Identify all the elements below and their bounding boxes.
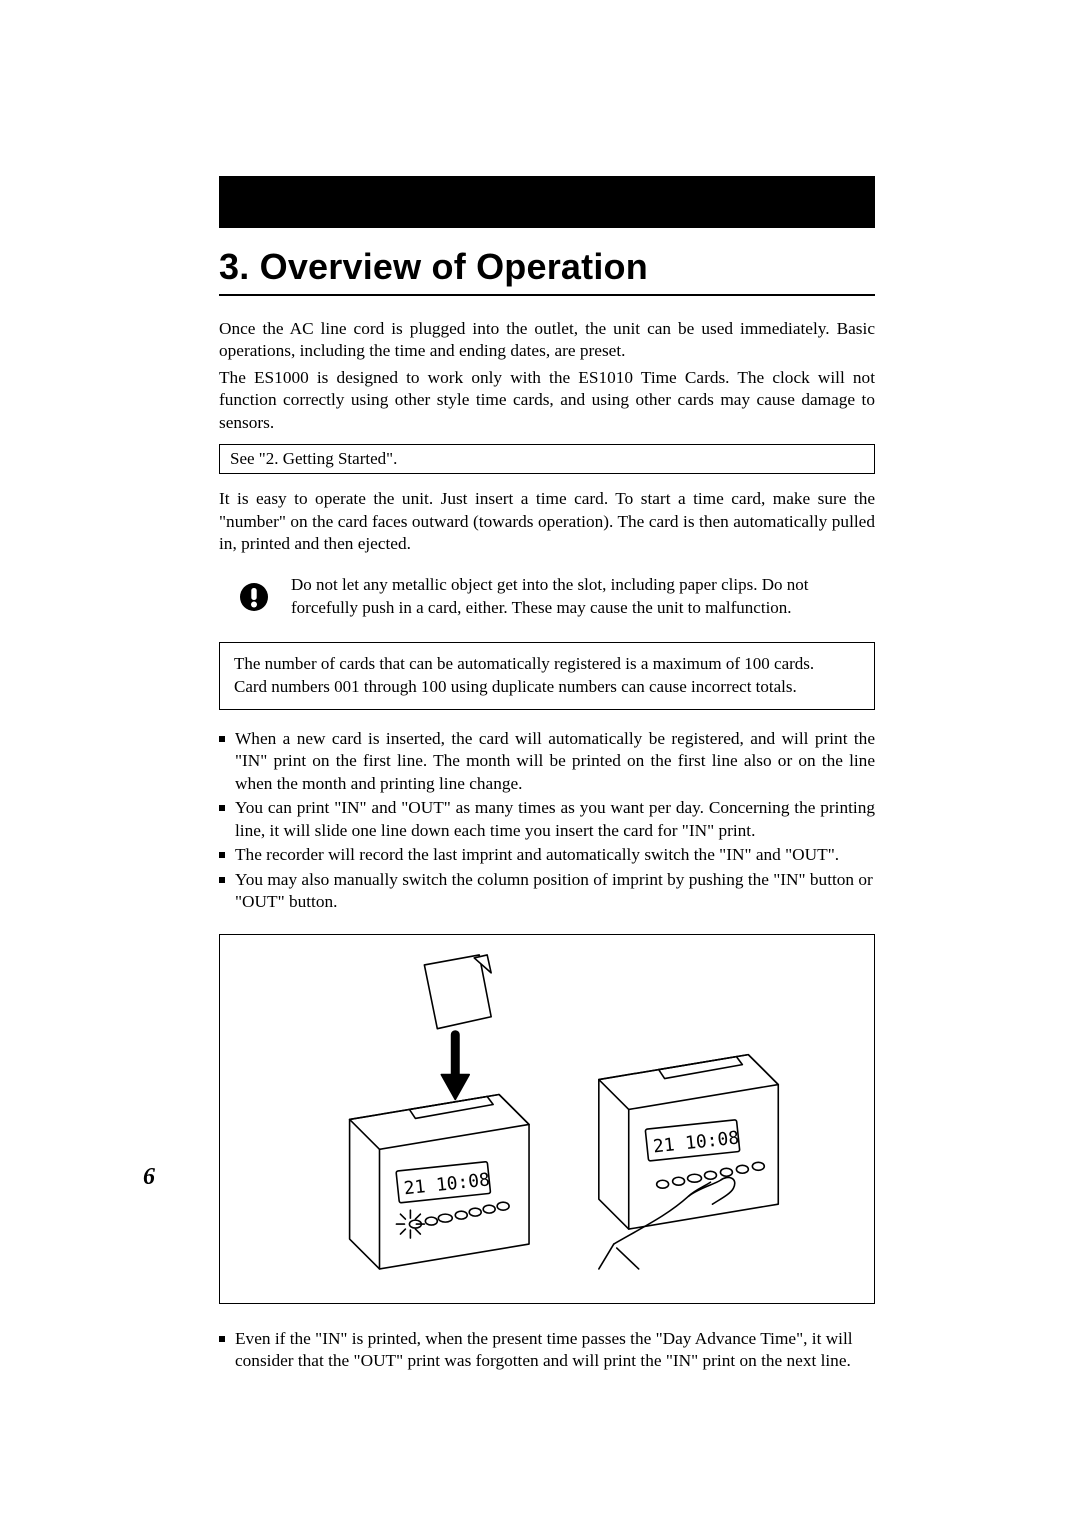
section-title: 3. Overview of Operation (219, 246, 875, 296)
info-line-2: Card numbers 001 through 100 using dupli… (234, 676, 860, 699)
header-black-bar (219, 176, 875, 228)
warning-callout: Do not let any metallic object get into … (219, 574, 875, 620)
operation-paragraph: It is easy to operate the unit. Just ins… (219, 488, 875, 555)
warning-icon (239, 582, 269, 612)
page-content: 3. Overview of Operation Once the AC lin… (219, 176, 875, 1374)
last-bullet-item: Even if the "IN" is printed, when the pr… (219, 1328, 875, 1373)
bullet-item: The recorder will record the last imprin… (219, 844, 875, 866)
info-line-1: The number of cards that can be automati… (234, 653, 860, 676)
warning-text: Do not let any metallic object get into … (291, 574, 875, 620)
time-clock-illustration: 21 10:08 (220, 935, 874, 1304)
page-number: 6 (143, 1164, 155, 1191)
bullet-item: When a new card is inserted, the card wi… (219, 728, 875, 795)
info-box: The number of cards that can be automati… (219, 642, 875, 710)
last-bullet-list: Even if the "IN" is printed, when the pr… (219, 1328, 875, 1373)
intro-paragraph-2: The ES1000 is designed to work only with… (219, 367, 875, 434)
bullet-item: You can print "IN" and "OUT" as many tim… (219, 797, 875, 842)
bullet-item: You may also manually switch the column … (219, 869, 875, 914)
bullet-list: When a new card is inserted, the card wi… (219, 728, 875, 914)
illustration-box: 21 10:08 (219, 934, 875, 1304)
intro-paragraph-1: Once the AC line cord is plugged into th… (219, 318, 875, 363)
reference-box: See "2. Getting Started". (219, 444, 875, 474)
